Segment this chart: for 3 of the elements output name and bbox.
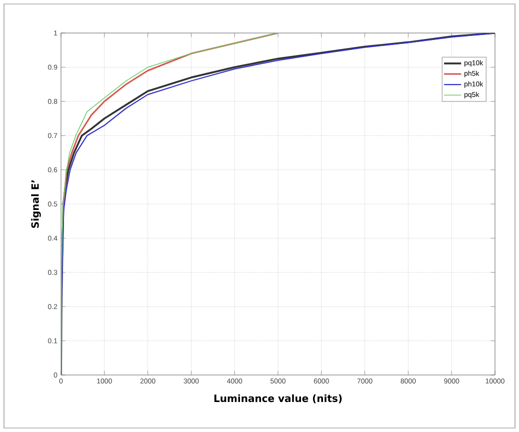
x-axis-title: Luminance value (nits) xyxy=(214,394,342,404)
y-axis-title: Signal E’ xyxy=(31,180,41,228)
line-series xyxy=(61,33,496,375)
